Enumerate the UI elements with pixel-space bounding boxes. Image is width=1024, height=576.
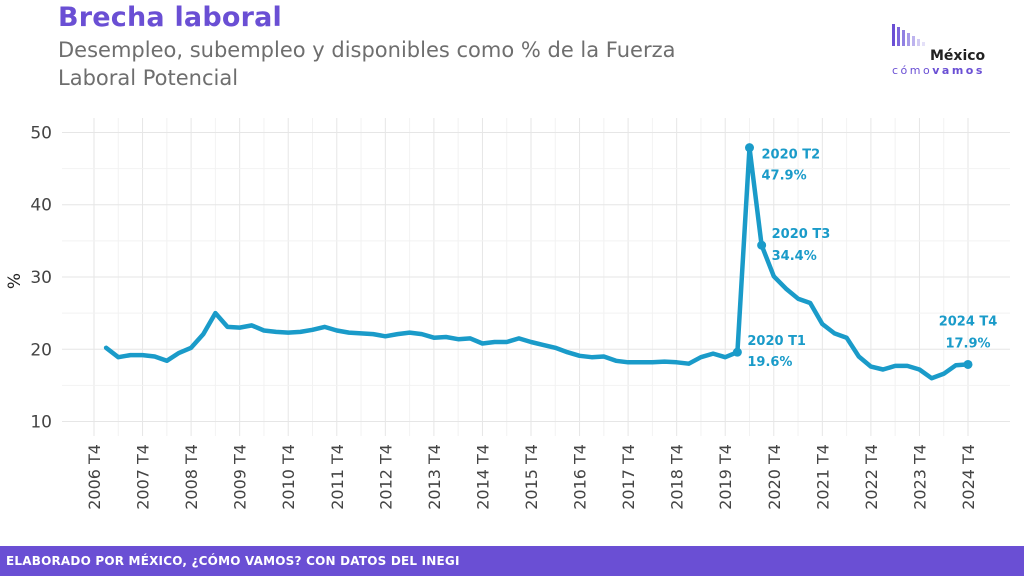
y-tick-label: 10 — [30, 413, 52, 433]
logo-word-mexico: México — [930, 48, 986, 64]
x-tick-label: 2014 T4 — [473, 444, 492, 510]
x-tick-label: 2018 T4 — [668, 444, 687, 510]
x-tick-label: 2009 T4 — [231, 444, 250, 510]
annotation-value-label: 17.9% — [945, 336, 990, 351]
x-tick-label: 2020 T4 — [765, 444, 784, 510]
footer-source-text: ELABORADO POR MÉXICO, ¿CÓMO VAMOS? CON D… — [6, 554, 460, 568]
mexico-como-vamos-logo: México cómovamos — [890, 24, 1010, 84]
y-tick-label: 20 — [30, 340, 52, 360]
x-tick-label: 2022 T4 — [862, 444, 881, 510]
data-point-marker — [963, 359, 973, 369]
logo-word-como-vamos: cómovamos — [892, 64, 985, 77]
y-tick-label: 30 — [30, 268, 52, 288]
x-tick-label: 2007 T4 — [134, 444, 153, 510]
x-tick-label: 2006 T4 — [85, 444, 104, 510]
annotation-period-label: 2024 T4 — [939, 314, 998, 329]
logo-word-como: cómo — [892, 64, 933, 77]
annotation-value-label: 47.9% — [762, 169, 807, 184]
y-tick-label: 50 — [30, 123, 52, 143]
x-tick-label: 2012 T4 — [376, 444, 395, 510]
annotation-value-label: 19.6% — [747, 355, 792, 370]
y-tick-label: 40 — [30, 196, 52, 216]
data-point-marker — [732, 347, 742, 357]
y-axis-label: % — [5, 273, 25, 289]
x-tick-label: 2019 T4 — [716, 444, 735, 510]
annotation-period-label: 2020 T2 — [762, 148, 821, 163]
x-tick-label: 2013 T4 — [425, 444, 444, 510]
chart-title: Brecha laboral — [58, 2, 282, 33]
annotation-period-label: 2020 T1 — [747, 334, 806, 349]
x-tick-label: 2015 T4 — [522, 444, 541, 510]
chart-subtitle: Desempleo, subempleo y disponibles como … — [58, 38, 676, 90]
x-tick-label: 2021 T4 — [813, 444, 832, 510]
logo-bars-icon — [892, 24, 925, 46]
footer-bar: ELABORADO POR MÉXICO, ¿CÓMO VAMOS? CON D… — [0, 546, 1024, 576]
x-tick-label: 2017 T4 — [619, 444, 638, 510]
data-point-marker — [745, 143, 754, 153]
annotation-value-label: 34.4% — [772, 249, 817, 264]
x-tick-label: 2010 T4 — [279, 444, 298, 510]
logo-word-vamos: vamos — [932, 64, 985, 77]
series-line — [103, 145, 971, 381]
x-tick-label: 2011 T4 — [328, 444, 347, 510]
annotation-period-label: 2020 T3 — [772, 227, 831, 242]
data-point-marker — [757, 240, 767, 250]
x-tick-label: 2023 T4 — [910, 444, 929, 510]
x-tick-label: 2024 T4 — [959, 444, 978, 510]
line-chart: 10 20 30 40 50% 2006 T4 2007 T4 2008 T4 2009 T4 2… — [5, 118, 1010, 510]
x-tick-label: 2016 T4 — [571, 444, 590, 510]
x-tick-label: 2008 T4 — [182, 444, 201, 510]
